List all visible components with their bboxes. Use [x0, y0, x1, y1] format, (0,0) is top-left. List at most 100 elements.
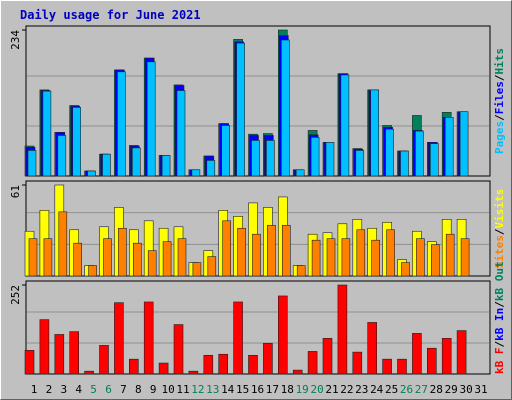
bar	[385, 128, 394, 177]
legend-entry: Hits	[493, 48, 506, 75]
bar	[72, 107, 81, 177]
bar	[459, 111, 469, 177]
bar	[207, 256, 217, 277]
bar	[441, 338, 452, 375]
bar	[176, 90, 186, 177]
x-tick-label: 25	[385, 383, 398, 396]
x-tick-label: 19	[296, 383, 309, 396]
x-tick-label: 22	[340, 383, 353, 396]
x-tick-label: 26	[400, 383, 413, 396]
x-tick-label: 5	[90, 383, 97, 396]
bar	[177, 238, 187, 277]
legend-entry: Sites	[493, 235, 506, 268]
x-tick-label: 8	[135, 383, 142, 396]
legend-separator: /	[493, 114, 506, 121]
bar	[143, 301, 154, 375]
x-tick-label: 9	[150, 383, 157, 396]
bar	[221, 125, 230, 177]
bar	[445, 233, 455, 277]
bar	[43, 238, 53, 277]
y-tick-label: 61	[9, 185, 22, 198]
x-tick-label: 13	[206, 383, 219, 396]
bar	[310, 137, 320, 177]
bar	[322, 338, 333, 375]
bar	[397, 358, 407, 375]
x-tick-label: 2	[46, 383, 53, 396]
bar	[356, 229, 366, 277]
bar	[118, 227, 127, 277]
x-tick-label: 1	[31, 383, 38, 396]
bar	[191, 169, 201, 177]
bar	[162, 241, 172, 277]
x-tick-label: 6	[105, 383, 112, 396]
bar	[192, 262, 202, 277]
x-tick-label: 12	[191, 383, 204, 396]
bar	[161, 155, 171, 177]
bar	[426, 347, 437, 375]
bar	[355, 150, 365, 177]
bar	[117, 71, 126, 177]
legend-entry: Files	[493, 81, 506, 114]
x-tick-label: 11	[176, 383, 189, 396]
x-tick-label: 24	[370, 383, 384, 396]
x-tick-label: 16	[251, 383, 264, 396]
x-tick-label: 20	[310, 383, 323, 396]
x-tick-label: 30	[459, 383, 472, 396]
bar	[263, 342, 273, 375]
bar	[133, 242, 142, 277]
bar	[280, 39, 290, 177]
legend-entry: Visits	[493, 189, 506, 229]
bar	[103, 238, 112, 277]
bar	[326, 238, 336, 277]
legend: kB F/kB In/kB Out	[493, 261, 506, 374]
legend-entry: kB Out	[493, 261, 506, 301]
bar	[147, 250, 157, 277]
bar	[325, 142, 335, 177]
bar	[277, 295, 288, 375]
bar	[88, 265, 97, 277]
bar	[218, 353, 228, 375]
bar	[69, 331, 79, 375]
bar	[99, 345, 109, 375]
bar	[400, 150, 409, 177]
bar	[371, 239, 381, 277]
bar	[267, 224, 276, 277]
x-tick-label: 10	[161, 383, 174, 396]
bar	[340, 74, 350, 177]
bar	[248, 354, 258, 375]
bar	[84, 370, 94, 375]
y-tick-label: 252	[9, 285, 22, 305]
legend-separator: /	[493, 228, 506, 235]
x-tick-label: 15	[236, 383, 249, 396]
bar	[429, 143, 439, 177]
legend: Sites/Visits	[493, 189, 506, 269]
bar	[311, 239, 321, 277]
x-tick-label: 7	[120, 383, 127, 396]
bar	[307, 351, 318, 375]
legend-entry: Pages	[493, 121, 506, 154]
bar	[382, 358, 392, 375]
x-tick-label: 21	[325, 383, 338, 396]
legend-separator: /	[493, 74, 506, 81]
x-tick-label: 14	[221, 383, 235, 396]
bar	[251, 140, 260, 177]
bar	[430, 244, 440, 277]
x-tick-label: 3	[60, 383, 67, 396]
x-tick-label: 4	[75, 383, 82, 396]
x-tick-label: 17	[266, 383, 279, 396]
legend: Pages/Files/Hits	[493, 48, 506, 154]
bar	[444, 117, 454, 177]
bar	[222, 220, 231, 277]
legend-entry: kB F	[493, 348, 506, 375]
bar	[352, 351, 363, 375]
bar	[57, 135, 67, 177]
bar	[416, 238, 425, 277]
bar	[129, 358, 139, 375]
bar	[206, 160, 216, 177]
x-tick-label: 27	[415, 383, 428, 396]
bar	[203, 354, 214, 375]
x-tick-label: 23	[355, 383, 368, 396]
bar	[73, 242, 82, 277]
x-tick-label: 28	[430, 383, 443, 396]
